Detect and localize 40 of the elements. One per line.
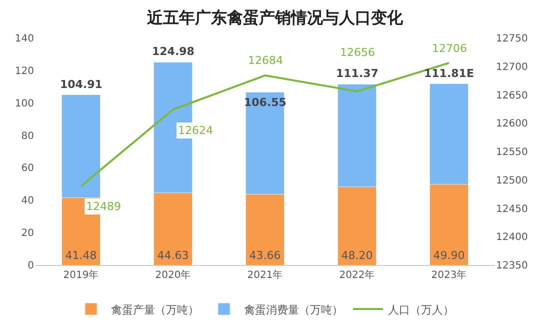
total-label: 111.37 — [336, 67, 378, 80]
y-tick-label: 80 — [21, 130, 34, 142]
y2-tick-label: 12750 — [496, 34, 528, 44]
legend-label: 禽蛋消费量（万吨） — [244, 303, 343, 316]
data-label: 12706 — [432, 42, 467, 55]
y-tick-label: 40 — [21, 196, 34, 207]
y-tick-label: 100 — [14, 98, 34, 110]
data-label: 48.20 — [341, 249, 373, 262]
y-tick-label: 140 — [14, 34, 34, 44]
x-tick-label: 2021年 — [247, 269, 283, 281]
x-tick-label: 2022年 — [339, 269, 375, 281]
total-label: 124.98 — [152, 45, 194, 58]
legend-label: 人口（万人） — [388, 303, 454, 316]
x-tick-label: 2019年 — [63, 269, 99, 281]
legend-label: 禽蛋产量（万吨） — [111, 303, 199, 316]
y2-tick-label: 12350 — [496, 260, 528, 272]
y2-tick-label: 12550 — [496, 147, 528, 158]
data-label: 12489 — [86, 200, 121, 213]
x-tick-label: 2020年 — [155, 269, 191, 281]
y2-tick-label: 12450 — [496, 204, 528, 215]
y2-tick-label: 12500 — [496, 175, 528, 186]
data-label: 41.48 — [65, 249, 97, 262]
y-tick-label: 120 — [14, 66, 34, 77]
chart-title: 近五年广东禽蛋产销情况与人口变化 — [146, 8, 404, 27]
data-label: 12656 — [340, 46, 375, 59]
data-label: 44.63 — [157, 249, 189, 262]
data-label: 43.66 — [249, 249, 281, 262]
y2-tick-label: 12650 — [496, 90, 528, 102]
y-tick-label: 0 — [28, 260, 34, 272]
data-label: 49.90 — [433, 249, 465, 262]
data-label: 12624 — [178, 124, 213, 137]
total-label: 104.91 — [60, 78, 102, 91]
y2-tick-label: 12600 — [496, 118, 528, 130]
data-label: 12684 — [248, 54, 283, 67]
total-label: 111.81E — [424, 67, 474, 80]
y2-tick-label: 12700 — [496, 62, 528, 73]
x-tick-label: 2023年 — [431, 269, 467, 281]
y-tick-label: 20 — [21, 228, 34, 240]
y-tick-label: 60 — [21, 163, 34, 174]
y2-tick-label: 12400 — [496, 232, 528, 244]
